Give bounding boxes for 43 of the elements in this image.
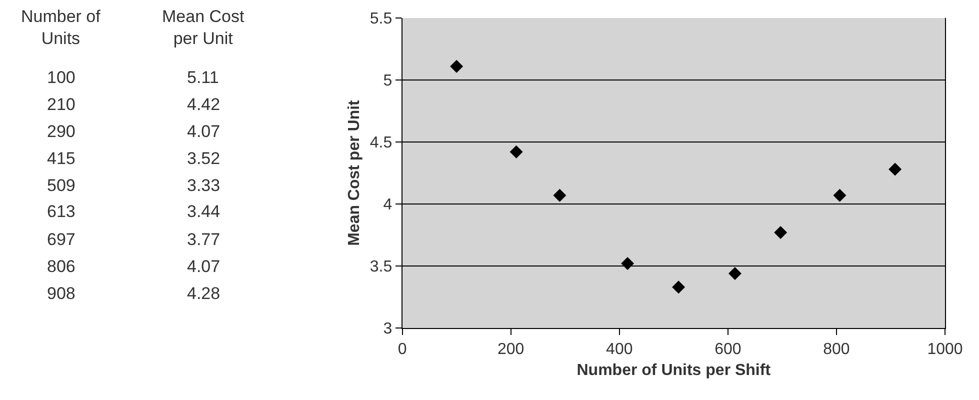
- text: 290: [47, 122, 76, 141]
- x-tick-label: 600: [714, 341, 742, 358]
- point: [450, 60, 464, 73]
- text: 509: [47, 176, 76, 195]
- text: 100: [47, 68, 76, 87]
- text: 4.28: [187, 284, 220, 303]
- text: 4.07: [187, 122, 220, 141]
- text: 4.07: [187, 257, 220, 276]
- point: [774, 226, 788, 240]
- text: 3.52: [187, 149, 220, 168]
- y-tick-label: 4.5: [370, 134, 392, 152]
- text: 908: [47, 284, 76, 303]
- text: 613: [47, 202, 76, 221]
- text: 3.33: [187, 176, 220, 195]
- point: [621, 257, 634, 270]
- point: [888, 162, 902, 176]
- x-tick-label: 1000: [927, 341, 963, 358]
- x-tick-label: 800: [823, 341, 850, 358]
- text: Number of Units: [21, 7, 101, 48]
- point: [510, 145, 523, 158]
- text: 415: [47, 149, 76, 168]
- point: [672, 280, 686, 294]
- text: 5.11: [187, 68, 219, 87]
- y-tick-label: 5: [383, 72, 392, 90]
- y-tick-label: 3: [383, 320, 392, 338]
- text: 210: [47, 95, 76, 114]
- x-tick-label: 400: [606, 341, 633, 358]
- point: [728, 266, 742, 280]
- point: [833, 188, 846, 202]
- y-tick-label: 5.5: [370, 10, 392, 28]
- x-tick-label: 0: [398, 341, 407, 358]
- x-tick-label: 200: [497, 341, 524, 358]
- text: 3.44: [187, 202, 220, 221]
- point: [553, 188, 566, 202]
- text: 806: [47, 257, 76, 276]
- text: 3.77: [187, 230, 220, 249]
- x-axis-title: Number of Units per Shift: [576, 362, 772, 379]
- text: Mean Cost per Unit: [162, 7, 244, 48]
- text: 697: [47, 230, 76, 249]
- y-axis-title: Mean Cost per Unit: [346, 99, 363, 246]
- text: 4.42: [187, 95, 220, 114]
- y-tick-label: 3.5: [370, 258, 392, 276]
- y-tick-label: 4: [383, 196, 392, 214]
